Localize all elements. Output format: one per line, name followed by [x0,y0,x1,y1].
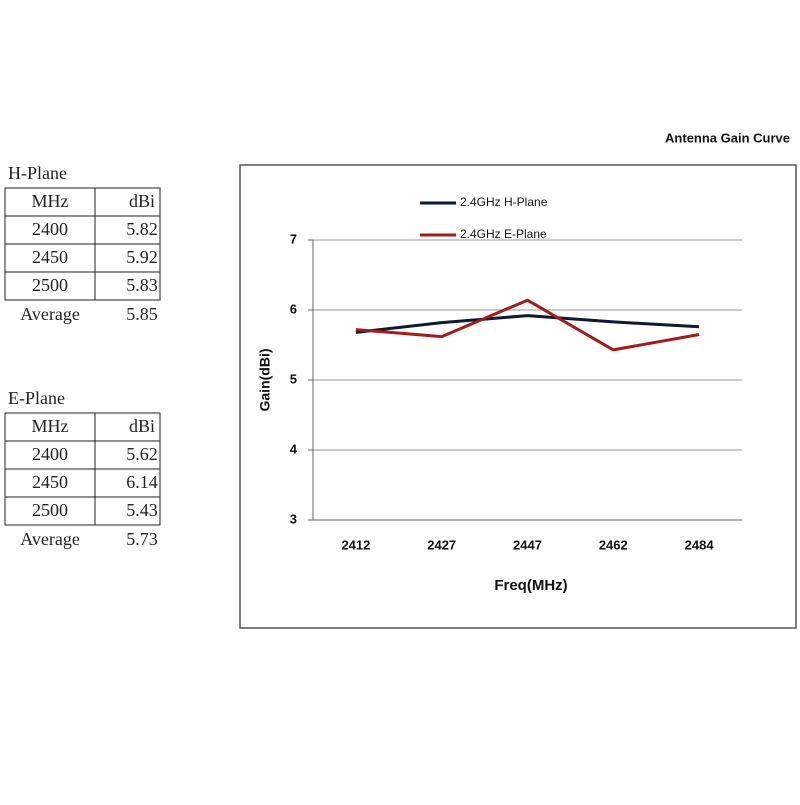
table-text: 2400 [32,219,68,239]
legend-label: 2.4GHz E-Plane [460,227,547,241]
series-line [355,314,700,334]
table-average: Average [20,529,80,549]
table-text: 5.43 [126,500,158,520]
y-tick-label: 4 [290,441,298,456]
x-tick-label: 2462 [599,537,628,552]
table-text: 2400 [32,444,68,464]
table-cell [94,496,161,526]
table-text: 2500 [32,275,68,295]
table-average: 5.73 [126,529,158,549]
table-text: 6.14 [126,472,158,492]
table-text: 2500 [32,500,68,520]
table-text: MHz [32,416,69,436]
table-text: MHz [32,191,69,211]
table-text: dBi [129,416,155,436]
y-tick-label: 3 [290,511,297,526]
x-tick-label: 2484 [685,537,715,552]
table-title: H-Plane [8,163,67,183]
x-axis-label: Freq(MHz) [494,577,567,594]
x-tick-label: 2412 [341,537,370,552]
y-axis-label: Gain(dBi) [257,349,273,412]
table-title: E-Plane [8,388,65,408]
y-tick-label: 6 [290,301,297,316]
table-average: 5.85 [126,304,158,324]
x-tick-label: 2447 [513,537,542,552]
y-tick-label: 7 [290,231,297,246]
table-text: 2450 [32,472,68,492]
series-line [355,298,700,352]
legend-label: 2.4GHz H-Plane [460,195,548,209]
table-text: 5.83 [126,275,158,295]
table-text: 5.62 [126,444,158,464]
table-text: 5.92 [126,247,158,267]
chart-frame [239,164,797,629]
chart-title: Antenna Gain Curve [665,130,790,145]
table-text: 2450 [32,247,68,267]
table-text: 5.82 [126,219,158,239]
x-tick-label: 2427 [427,537,456,552]
table-text: dBi [129,191,155,211]
y-tick-label: 5 [290,371,297,386]
table-average: Average [20,304,80,324]
table-cell [94,271,161,301]
